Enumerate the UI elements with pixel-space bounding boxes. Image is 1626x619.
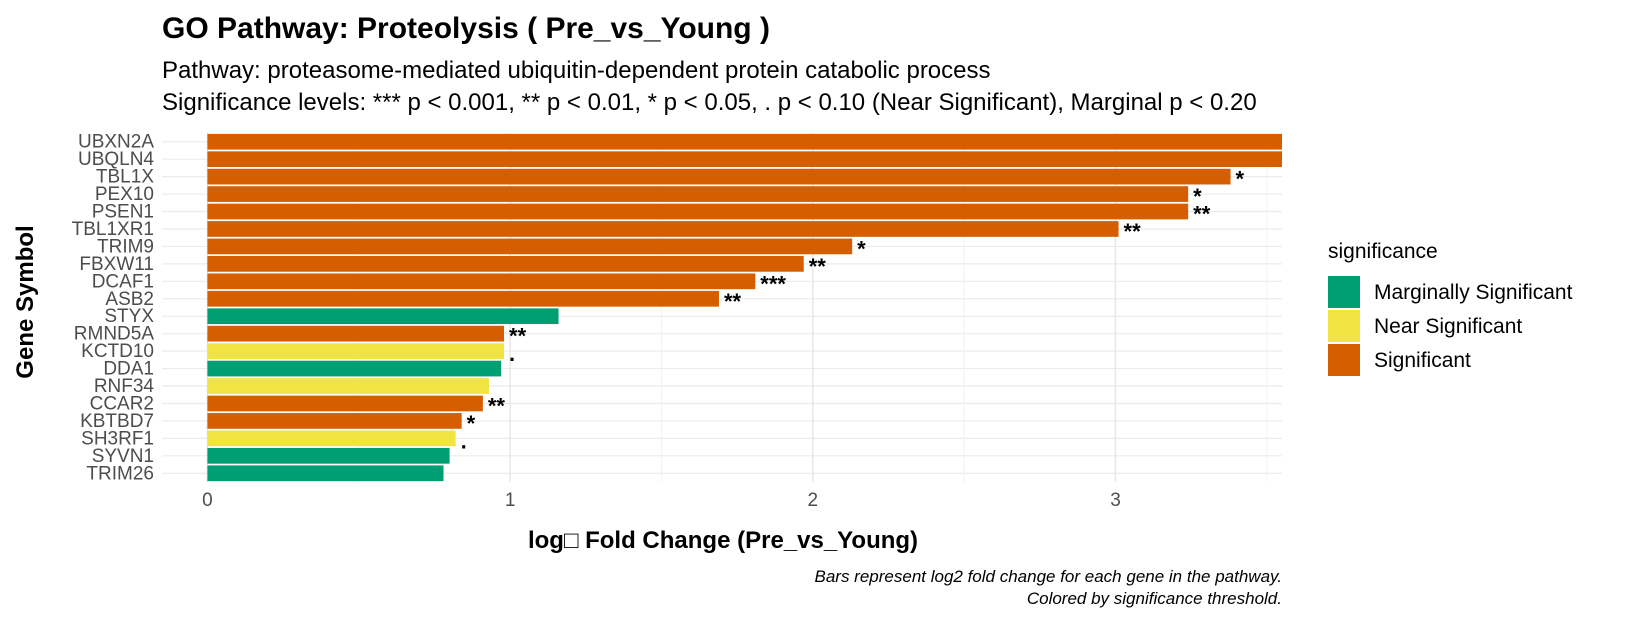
- chart-title: GO Pathway: Proteolysis ( Pre_vs_Young ): [162, 12, 770, 45]
- bar-dda1: [207, 360, 502, 377]
- bar-kctd10: [207, 343, 505, 359]
- y-axis-title: Gene Symbol: [12, 225, 39, 378]
- chart-subtitle-line1: Pathway: proteasome-mediated ubiquitin-d…: [162, 57, 991, 84]
- significance-label: ***: [760, 271, 786, 296]
- y-tick-label: ASB2: [105, 289, 154, 310]
- caption-line1: Bars represent log2 fold change for each…: [815, 567, 1283, 586]
- y-tick-label: PSEN1: [92, 202, 154, 223]
- y-tick-label: DDA1: [103, 359, 154, 380]
- x-tick-label: 1: [505, 490, 516, 511]
- y-tick-label: SH3RF1: [81, 428, 154, 449]
- bar-trim9: [207, 238, 853, 255]
- significance-label: **: [509, 324, 527, 349]
- significance-label: .: [461, 428, 467, 453]
- bar-syvn1: [207, 447, 450, 464]
- bar-pex10: [207, 186, 1189, 202]
- significance-label: **: [488, 393, 506, 418]
- legend-label: Near Significant: [1374, 315, 1522, 338]
- y-tick-label: TBL1X: [96, 167, 154, 188]
- x-axis-ticks: 0 1 2 3: [202, 490, 1121, 511]
- x-tick-label: 0: [202, 490, 213, 511]
- bar-sh3rf1: [207, 430, 456, 447]
- bar-tbl1xr1: [207, 221, 1119, 237]
- bar-rnf34: [207, 378, 489, 394]
- y-tick-label: PEX10: [95, 184, 154, 205]
- significance-label: *: [857, 236, 866, 261]
- gridlines: [162, 133, 1282, 482]
- y-tick-label: DCAF1: [92, 271, 154, 292]
- chart-subtitle-line2: Significance levels: *** p < 0.001, ** p…: [162, 89, 1257, 116]
- bar-tbl1x: [207, 168, 1231, 185]
- y-tick-label: TBL1XR1: [72, 219, 154, 240]
- x-tick-label: 3: [1110, 490, 1121, 511]
- significance-label: **: [1193, 202, 1211, 227]
- y-axis-ticks: UBXN2AUBQLN4TBL1XPEX10PSEN1TBL1XR1TRIM9F…: [72, 132, 155, 485]
- y-tick-label: FBXW11: [79, 254, 154, 275]
- significance-label: **: [724, 289, 742, 314]
- significance-labels: ****************.***.: [461, 167, 1245, 454]
- x-axis-title: log□ Fold Change (Pre_vs_Young): [528, 527, 918, 554]
- significance-label: *: [467, 411, 476, 436]
- significance-label: *: [1236, 167, 1245, 192]
- y-tick-label: RMND5A: [74, 324, 155, 345]
- y-tick-label: SYVN1: [92, 446, 154, 467]
- y-tick-label: TRIM26: [86, 463, 154, 484]
- bar-rmnd5a: [207, 325, 505, 342]
- legend-label: Marginally Significant: [1374, 281, 1573, 304]
- y-tick-label: CCAR2: [90, 393, 154, 414]
- bar-ubxn2a: [207, 133, 1283, 150]
- significance-label: **: [809, 254, 827, 279]
- bars: [207, 133, 1283, 482]
- bar-fbxw11: [207, 256, 804, 272]
- legend-swatch: [1328, 344, 1360, 376]
- bar-trim26: [207, 465, 444, 482]
- y-tick-label: KBTBD7: [80, 411, 154, 432]
- bar-styx: [207, 308, 559, 325]
- y-tick-label: UBQLN4: [78, 149, 154, 170]
- bar-kbtbd7: [207, 413, 462, 429]
- legend-swatch: [1328, 310, 1360, 342]
- y-tick-label: UBXN2A: [78, 132, 154, 153]
- significance-label: **: [1124, 219, 1142, 244]
- y-tick-label: TRIM9: [97, 236, 154, 257]
- significance-label: *: [1193, 184, 1202, 209]
- y-tick-label: STYX: [104, 306, 154, 327]
- legend-swatch: [1328, 276, 1360, 308]
- y-tick-label: RNF34: [94, 376, 155, 397]
- bar-psen1: [207, 203, 1189, 220]
- legend-title: significance: [1328, 240, 1438, 263]
- caption-line2: Colored by significance threshold.: [1027, 589, 1282, 608]
- x-tick-label: 2: [808, 490, 819, 511]
- legend-label: Significant: [1374, 349, 1471, 372]
- legend: significance Marginally Significant Near …: [1328, 240, 1573, 376]
- bar-dcaf1: [207, 273, 756, 290]
- bar-ccar2: [207, 395, 483, 412]
- significance-label: .: [509, 341, 515, 366]
- bar-asb2: [207, 290, 719, 307]
- bar-ubqln4: [207, 151, 1283, 168]
- y-tick-label: KCTD10: [81, 341, 154, 362]
